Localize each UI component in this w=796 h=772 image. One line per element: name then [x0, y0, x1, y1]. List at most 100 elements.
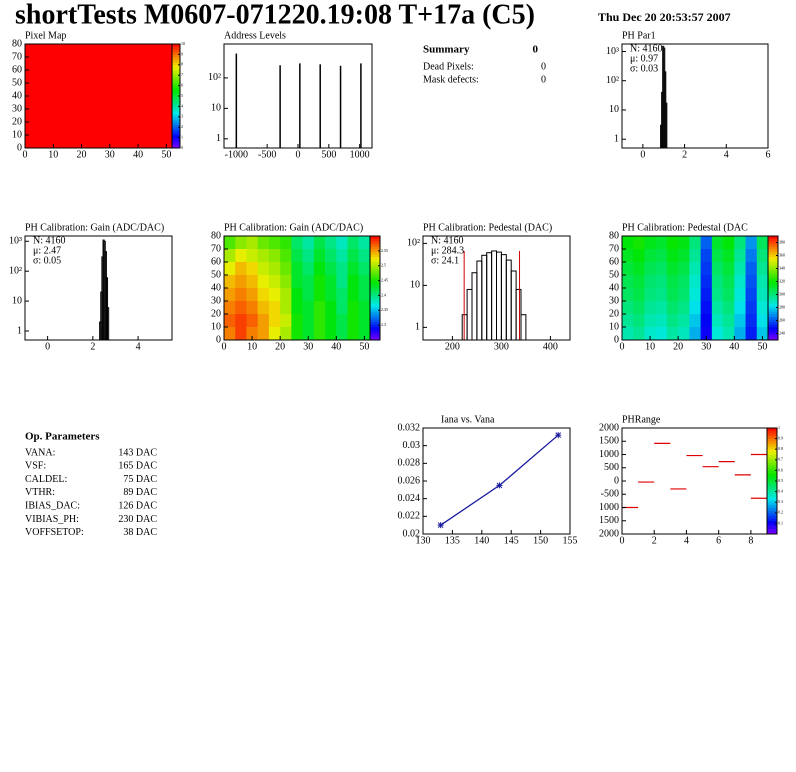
heat-cell	[723, 275, 735, 289]
heat-cell	[745, 262, 758, 276]
y-tick-label: 1000	[599, 502, 619, 513]
page-title: shortTests M0607-071220.19:08 T+17a (C5)	[15, 0, 535, 30]
color-bar-step	[767, 504, 777, 508]
y-tick-label: 1000	[599, 449, 619, 460]
heat-cell	[291, 288, 303, 302]
op-label: IBIAS_DAC:	[25, 500, 80, 511]
heat-cell	[734, 314, 746, 328]
color-bar-step	[767, 531, 777, 535]
color-bar-step	[767, 459, 777, 463]
color-bar-step	[768, 264, 778, 268]
heat-cell	[655, 327, 668, 341]
color-bar-step	[767, 494, 777, 498]
y-tick-label: 40	[12, 90, 22, 101]
x-tick-label: 400	[543, 341, 558, 352]
x-tick-label: 2	[682, 149, 687, 160]
heat-cell	[678, 327, 690, 341]
y-tick-label: 80	[211, 230, 221, 241]
color-bar-step	[370, 295, 380, 299]
heat-cell	[655, 236, 668, 250]
heat-cell	[235, 262, 247, 276]
color-bar-step	[370, 246, 380, 250]
color-bar-step	[172, 44, 180, 47]
heat-cell	[280, 236, 292, 250]
y-tick-label: 20	[12, 116, 22, 127]
heat-cell	[711, 314, 724, 328]
y-tick-label: 0.026	[398, 475, 421, 486]
x-tick-label: 10	[645, 341, 655, 352]
x-tick-label: 0	[45, 341, 50, 352]
heat-cell	[633, 314, 645, 328]
heat-cell	[633, 327, 645, 341]
color-bar-step	[768, 285, 778, 289]
x-tick-label: 4	[136, 341, 141, 352]
y-tick-label: 2000	[599, 528, 619, 539]
op-label: VOFFSETOP:	[25, 527, 84, 538]
y-tick-label: 0	[614, 475, 619, 486]
color-bar-step	[172, 70, 180, 73]
color-bar-step	[767, 526, 777, 529]
summary-label: Summary	[423, 44, 470, 56]
color-bar-step	[172, 106, 180, 110]
color-bar-step	[767, 502, 777, 506]
y-tick-label: 0.03	[403, 440, 421, 451]
color-bar-step	[768, 236, 778, 239]
x-tick-label: -500	[258, 149, 276, 160]
heat-cell	[644, 236, 656, 250]
z-tick-label: 300	[779, 291, 785, 296]
color-bar-step	[172, 145, 180, 149]
heat-cell	[291, 249, 303, 263]
heat-cell	[622, 327, 634, 341]
color-bar-step	[370, 280, 380, 284]
color-bar-step	[172, 114, 180, 118]
heat-cell	[291, 301, 303, 315]
z-tick-label: 3	[181, 114, 183, 119]
marker	[437, 522, 444, 529]
color-bar-step	[172, 129, 180, 133]
color-bar-step	[172, 137, 180, 141]
color-bar-step	[767, 451, 777, 455]
hist-bin	[665, 102, 668, 149]
summary-label: Mask defects:	[423, 74, 479, 85]
color-bar-step	[370, 324, 380, 328]
heat-cell	[756, 301, 769, 315]
y-tick-label: 70	[12, 51, 22, 62]
x-tick-label: 4	[724, 149, 729, 160]
heat-cell	[302, 288, 315, 302]
color-bar-step	[370, 329, 380, 333]
hist-bin	[107, 307, 110, 341]
x-tick-label: 20	[275, 341, 285, 352]
heat-cell	[745, 288, 758, 302]
z-tick-label: 320	[779, 278, 785, 283]
heat-cell	[325, 314, 337, 328]
color-bar-step	[767, 435, 777, 439]
heat-cell	[224, 236, 236, 250]
op-label: VIBIAS_PH:	[25, 514, 79, 525]
y-tick-label: 10²	[606, 75, 619, 86]
color-bar-step	[768, 251, 778, 255]
color-bar-step	[767, 470, 777, 474]
hist-bin	[466, 288, 473, 341]
heat-cell	[622, 288, 634, 302]
color-bar-step	[370, 301, 380, 304]
color-bar-step	[768, 241, 778, 245]
heat-cell	[313, 327, 326, 341]
color-bar-step	[172, 77, 180, 81]
stats-line: N: 4160	[630, 43, 663, 54]
heat-cell	[280, 262, 292, 276]
plot-title: Pixel Map	[25, 30, 66, 41]
frame	[422, 235, 571, 341]
y-tick-label: 0.032	[398, 422, 421, 433]
y-tick-label: 0.024	[398, 493, 421, 504]
color-bar-step	[768, 280, 778, 284]
frame	[621, 43, 769, 149]
heat-cell	[644, 275, 656, 289]
heat-cell	[711, 301, 724, 315]
heat-cell	[325, 275, 337, 289]
color-bar-step	[767, 446, 777, 450]
heat-cell	[700, 249, 713, 263]
heat-cell	[224, 301, 236, 315]
heat-cell	[666, 275, 679, 289]
heat-cell	[246, 275, 258, 289]
heat-cell	[257, 236, 270, 250]
